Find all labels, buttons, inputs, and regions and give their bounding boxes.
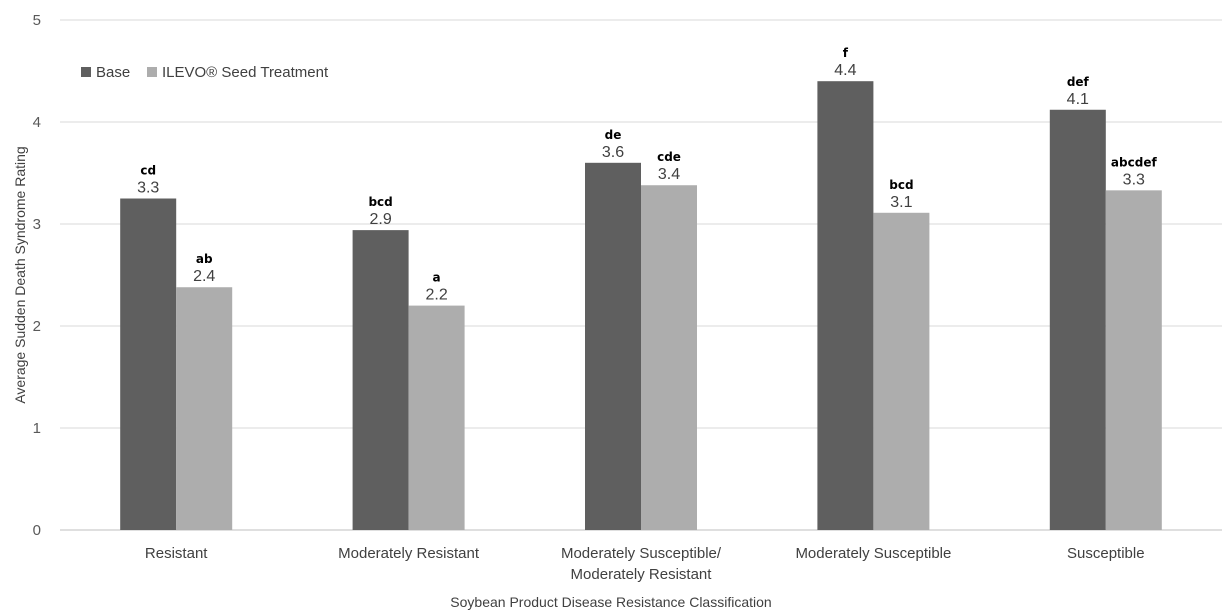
significance-letter: bcd [889,178,913,192]
x-axis-categories: Resistant Moderately Resistant Moderately … [145,545,1145,583]
ilevo-bar [176,287,233,530]
data-labels: 3.3 cd 2.4 ab 2.9 bcd 2.2 a 3.6 de 3.4 cde 4.4 f 3.1 bc… [137,46,1157,303]
significance-letter: f [843,46,849,60]
base-bar [1049,109,1106,530]
legend-swatch [147,67,157,77]
x-category-label: Moderately Resistant [338,545,480,562]
significance-letter: cd [140,164,156,178]
value-label: 2.4 [193,268,215,285]
ilevo-bar [873,212,930,530]
base-bar [120,198,177,530]
base-bar [817,81,874,530]
legend-label: Base [96,64,130,81]
y-tick-label: 4 [33,114,41,131]
significance-letter: de [605,128,622,142]
y-tick-label: 0 [33,522,41,539]
significance-letter: def [1067,75,1090,89]
x-category-label: Susceptible [1067,545,1145,562]
x-category-label: Moderately Susceptible/ [561,545,722,562]
x-category-label: Resistant [145,545,208,562]
y-tick-label: 3 [33,216,41,233]
x-category-label: Moderately Resistant [571,566,713,583]
value-label: 3.6 [602,144,624,161]
value-label: 3.3 [137,180,159,197]
ilevo-bar [408,305,465,530]
value-label: 3.1 [890,194,912,211]
y-tick-label: 1 [33,420,41,437]
value-label: 4.1 [1067,91,1089,108]
base-bar [352,230,409,530]
x-axis-title: Soybean Product Disease Resistance Class… [450,594,771,610]
base-bar [585,162,641,531]
y-tick-label: 2 [33,318,41,335]
value-label: 4.4 [834,62,856,79]
legend-label: ILEVO® Seed Treatment [162,64,329,81]
bars [120,81,1162,531]
value-label: 2.2 [425,287,447,304]
legend: Base ILEVO® Seed Treatment [81,64,329,81]
y-axis-title: Average Sudden Death Syndrome Rating [12,146,28,403]
significance-letter: bcd [368,195,392,209]
significance-letter: a [433,271,441,285]
y-axis-ticks: 0 1 2 3 4 5 [33,12,41,539]
ilevo-bar [641,185,697,531]
significance-letter: abcdef [1111,155,1158,169]
value-label: 2.9 [369,211,391,228]
ilevo-bar [1105,190,1162,530]
significance-letter: cde [657,150,681,164]
significance-letter: ab [196,252,213,266]
y-tick-label: 5 [33,12,41,29]
value-label: 3.4 [658,166,680,183]
legend-swatch [81,67,91,77]
value-label: 3.3 [1123,171,1145,188]
x-category-label: Moderately Susceptible [795,545,951,562]
